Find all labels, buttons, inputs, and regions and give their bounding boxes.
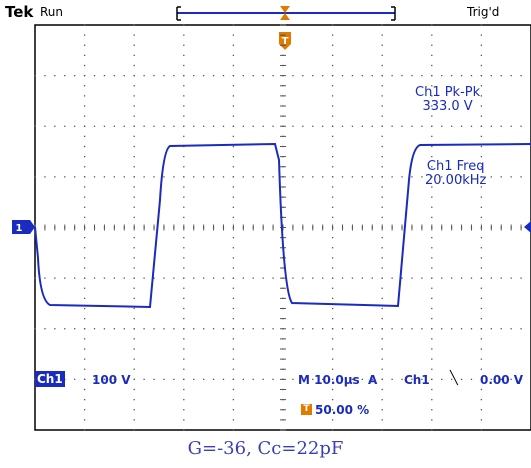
falling-edge-icon: ╲ xyxy=(450,371,458,386)
timebase-readout: M 10.0µs A xyxy=(298,373,378,387)
record-bar xyxy=(176,6,396,21)
trigger-level-marker xyxy=(524,221,531,233)
trigger-source: Ch1 xyxy=(404,373,430,387)
trigger-state: Trig'd xyxy=(467,5,500,19)
measurement-label: Ch1 Freq xyxy=(426,159,485,174)
channel-indicator: Ch1 xyxy=(35,371,65,387)
graticule-grid xyxy=(34,24,522,431)
trigger-position: 50.00 % xyxy=(315,403,370,417)
trigger-level: 0.00 V xyxy=(480,373,524,387)
status-bar: Tek Run Trig'd xyxy=(0,0,531,24)
trigger-position-pointer xyxy=(280,6,290,13)
measurement-label: Ch1 Pk-Pk xyxy=(415,85,481,100)
figure-caption: G=-36, Cc=22pF xyxy=(187,438,344,459)
measurement-value: 333.0 V xyxy=(422,99,473,114)
svg-text:1: 1 xyxy=(16,223,23,234)
channel-ground-marker: 1 xyxy=(12,220,35,234)
volts-per-div: 100 V xyxy=(92,373,131,387)
trigger-position-icon: T xyxy=(301,404,312,415)
brand-label: Tek xyxy=(5,3,34,21)
acquisition-state: Run xyxy=(40,5,64,19)
trigger-marker-label: T xyxy=(282,36,289,47)
measurement-value: 20.00kHz xyxy=(425,173,487,188)
waveform-trace xyxy=(34,142,531,309)
measurement-freq: Ch1 Freq 20.00kHz xyxy=(425,160,486,188)
measurement-pkpk: Ch1 Pk-Pk 333.0 V xyxy=(415,86,480,114)
